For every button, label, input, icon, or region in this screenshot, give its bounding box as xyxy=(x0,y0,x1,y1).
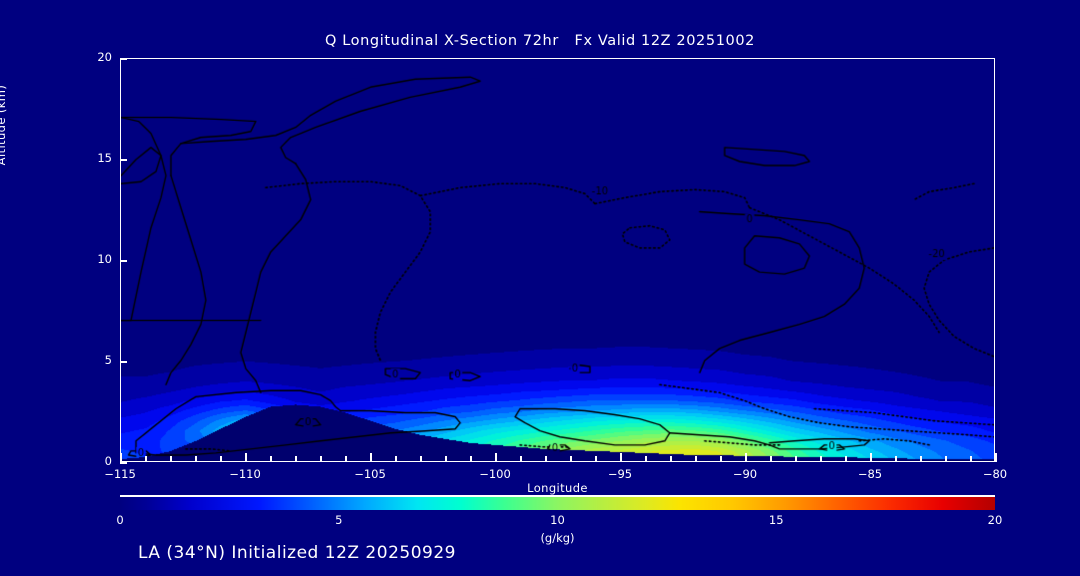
y-axis-label: Altitude (km) xyxy=(0,84,8,166)
colorbar-tick-label: 10 xyxy=(550,513,565,527)
x-tick-mark-minor xyxy=(570,456,572,462)
temperature-contours xyxy=(121,59,994,461)
x-tick-mark-minor xyxy=(145,456,147,462)
x-tick-mark-minor xyxy=(895,456,897,462)
x-tick-mark-minor xyxy=(920,456,922,462)
x-tick-mark-minor xyxy=(970,456,972,462)
y-tick-mark xyxy=(120,260,127,262)
x-tick-mark-minor xyxy=(770,456,772,462)
x-tick-mark-major xyxy=(870,453,872,462)
x-tick-mark-minor xyxy=(395,456,397,462)
y-tick-label: 10 xyxy=(97,252,112,266)
colorbar-units-label: (g/kg) xyxy=(540,531,575,545)
colorbar xyxy=(120,497,995,510)
colorbar-tick-label: 20 xyxy=(987,513,1003,527)
x-tick-mark-minor xyxy=(795,456,797,462)
y-tick-mark xyxy=(120,361,127,363)
x-tick-label: −85 xyxy=(857,467,883,481)
x-tick-mark-minor xyxy=(320,456,322,462)
x-tick-mark-minor xyxy=(695,456,697,462)
colorbar-tick-label: 0 xyxy=(116,513,124,527)
x-tick-mark-major xyxy=(245,453,247,462)
x-tick-label: −115 xyxy=(104,467,136,481)
y-tick-label: 0 xyxy=(104,454,112,468)
colorbar-tick-label: 5 xyxy=(335,513,343,527)
x-tick-mark-minor xyxy=(220,456,222,462)
x-tick-mark-minor xyxy=(195,456,197,462)
chart-title: Q Longitudinal X-Section 72hr Fx Valid 1… xyxy=(325,33,755,49)
x-tick-mark-minor xyxy=(170,456,172,462)
x-tick-mark-minor xyxy=(720,456,722,462)
footer-caption: LA (34°N) Initialized 12Z 20250929 xyxy=(138,543,456,563)
x-tick-mark-minor xyxy=(545,456,547,462)
x-tick-mark-minor xyxy=(445,456,447,462)
x-axis-label: Longitude xyxy=(527,481,588,495)
x-tick-label: −105 xyxy=(354,467,386,481)
x-tick-label: −95 xyxy=(607,467,633,481)
x-tick-mark-major xyxy=(620,453,622,462)
x-tick-mark-minor xyxy=(295,456,297,462)
y-tick-mark xyxy=(120,462,127,464)
x-tick-mark-minor xyxy=(345,456,347,462)
x-tick-mark-minor xyxy=(945,456,947,462)
y-tick-label: 20 xyxy=(97,50,112,64)
x-tick-mark-minor xyxy=(470,456,472,462)
x-tick-label: −100 xyxy=(479,467,511,481)
x-tick-mark-minor xyxy=(270,456,272,462)
x-tick-mark-minor xyxy=(520,456,522,462)
x-tick-mark-minor xyxy=(595,456,597,462)
x-tick-label: −80 xyxy=(982,467,1008,481)
x-tick-mark-minor xyxy=(820,456,822,462)
x-tick-mark-major xyxy=(120,453,122,462)
x-tick-mark-minor xyxy=(420,456,422,462)
x-tick-label: −110 xyxy=(229,467,261,481)
x-tick-mark-major xyxy=(370,453,372,462)
y-tick-label: 15 xyxy=(97,151,112,165)
x-tick-mark-major xyxy=(745,453,747,462)
colorbar-tick-label: 15 xyxy=(768,513,784,527)
x-tick-mark-major xyxy=(495,453,497,462)
x-tick-label: −90 xyxy=(732,467,758,481)
y-tick-mark xyxy=(120,58,127,60)
x-tick-mark-minor xyxy=(670,456,672,462)
colorbar-topline xyxy=(120,495,995,497)
y-tick-mark xyxy=(120,159,127,161)
x-tick-mark-minor xyxy=(645,456,647,462)
plot-area xyxy=(120,58,995,462)
y-tick-label: 5 xyxy=(104,353,112,367)
x-tick-mark-major xyxy=(995,453,997,462)
x-tick-mark-minor xyxy=(845,456,847,462)
